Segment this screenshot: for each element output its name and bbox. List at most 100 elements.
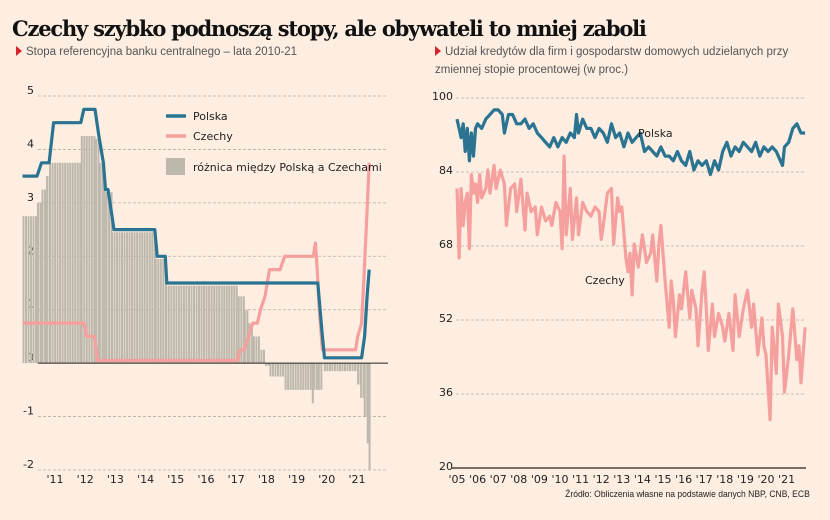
difference-bar [307,363,310,390]
y-tick-label: 3 [27,191,34,204]
difference-bar [362,363,365,398]
x-tick-label: '06 [469,473,486,486]
difference-bar [167,285,170,364]
difference-bar [90,136,93,364]
difference-bar [97,138,100,364]
difference-bar [328,363,331,372]
difference-bar [287,363,290,390]
difference-bar [146,232,149,364]
difference-bar [69,162,72,364]
difference-bar [143,232,146,364]
difference-bar [346,363,349,372]
difference-bar [113,232,116,364]
difference-bar [64,162,67,364]
difference-bar [44,189,47,364]
right-chart-title: Udział kredytów dla firm i gospodarstw d… [435,46,789,76]
difference-bar [98,162,101,364]
legend-swatch-difference [166,158,185,175]
difference-bar [41,189,44,364]
difference-bar [267,363,270,366]
difference-bar [187,285,190,364]
difference-bar [274,363,277,377]
difference-bar [101,162,104,364]
difference-bar [354,363,357,372]
difference-bar [277,363,280,377]
difference-bar [133,232,136,364]
left-chart-subtitle: Stopa referencyjna banku centralnego – l… [16,43,297,61]
difference-bar [103,176,106,364]
difference-bar [344,363,347,372]
difference-bar [159,258,162,364]
x-tick-label: '16 [675,473,692,486]
x-tick-label: '21 [778,473,795,486]
difference-bar [76,162,79,364]
difference-bar [123,232,126,364]
difference-bar [105,192,108,364]
difference-bar [36,202,39,364]
x-tick-label: '12 [77,473,94,486]
difference-bar [317,363,320,390]
y-tick-label: 5 [27,84,34,97]
difference-bar [282,363,285,377]
difference-bar [85,136,88,364]
source-note: Źródło: Obliczenia własne na podstawie d… [565,489,810,500]
difference-bar [235,285,238,364]
y-tick-label: 68 [439,238,453,251]
difference-bar [110,232,113,364]
difference-bar [79,162,82,364]
difference-bar [80,136,83,364]
x-tick-label: '14 [137,473,154,486]
difference-bar [131,232,134,364]
difference-bar [338,363,341,372]
marker-triangle-icon [16,46,22,56]
difference-bar [66,162,69,364]
difference-bar [30,216,33,364]
difference-bar [264,363,267,366]
difference-bar [304,363,307,390]
annotation-polska: Polska [638,127,673,140]
right-chart-subtitle: Udział kredytów dla firm i gospodarstw d… [435,43,815,79]
y-tick-label: 84 [439,164,453,177]
x-tick-label: '21 [348,473,365,486]
difference-bar [292,363,295,390]
x-tick-label: '16 [197,473,214,486]
difference-bar [59,162,62,364]
difference-bar [172,285,175,364]
x-tick-label: '20 [318,473,335,486]
legend-label-czechy: Czechy [193,130,233,143]
difference-bar [175,285,178,364]
difference-bar [203,285,206,364]
difference-bar [223,285,226,364]
difference-bar [299,363,302,390]
difference-bar [177,285,180,364]
difference-bar [136,232,139,364]
x-tick-label: '19 [737,473,754,486]
difference-bar [71,162,74,364]
difference-bar [154,258,157,364]
left-chart-title: Stopa referencyjna banku centralnego – l… [26,46,298,58]
difference-bar [170,285,173,364]
x-tick-label: '18 [716,473,733,486]
x-tick-label: '18 [258,473,275,486]
difference-bar [51,162,54,364]
difference-bar [118,232,121,364]
difference-bar [297,363,300,390]
x-tick-label: '17 [696,473,713,486]
difference-bar [83,136,86,364]
difference-bar [248,323,251,364]
difference-bar [141,232,144,364]
difference-bar [208,285,211,364]
difference-bar [349,363,352,372]
czechy-rate-line [22,162,371,363]
difference-bar [262,349,265,364]
difference-bar [240,296,243,364]
difference-bar [302,363,305,390]
x-tick-label: '09 [531,473,548,486]
difference-bar [121,232,124,364]
x-tick-label: '14 [634,473,651,486]
difference-bar [162,258,165,364]
difference-bar [260,349,263,364]
difference-bar [257,336,260,364]
difference-bar [182,285,185,364]
difference-bar [243,309,246,364]
